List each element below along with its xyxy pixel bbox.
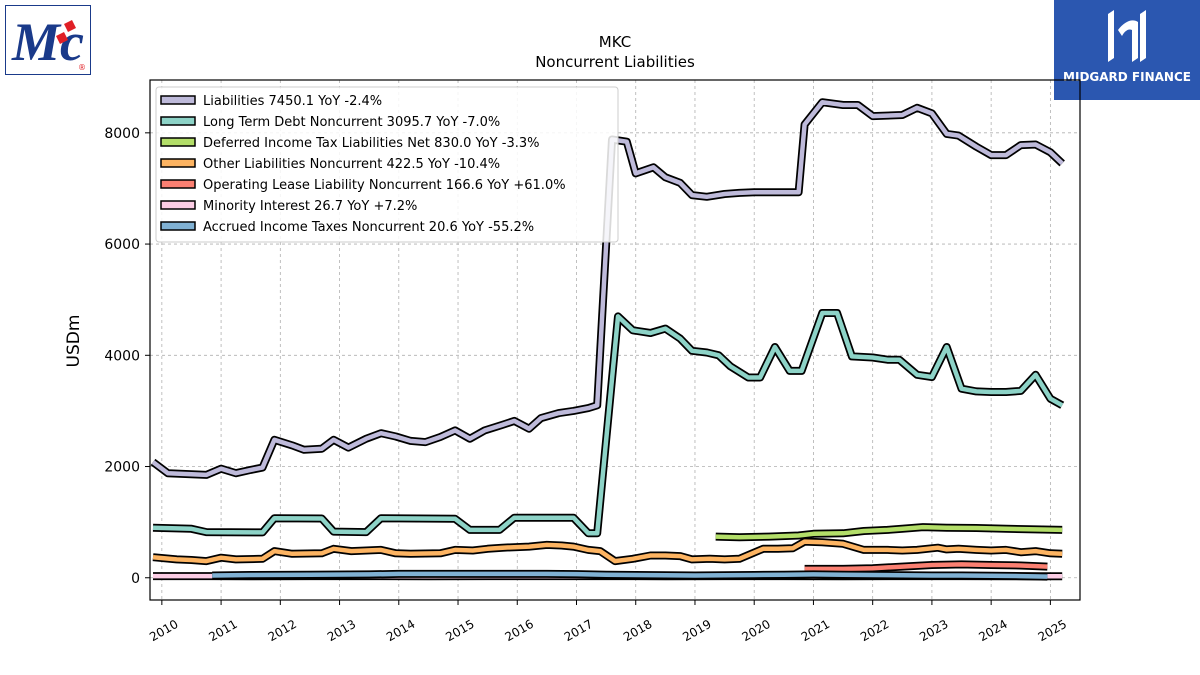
series-lines <box>150 98 1065 581</box>
midgard-emblem-icon <box>1108 10 1146 63</box>
logo-flag-icon <box>56 20 76 44</box>
mccormick-logo-mark: Mc ® <box>11 12 86 72</box>
series-operating-lease-liability-noncurrent <box>804 560 1048 573</box>
series-deferred-income-tax-liabilities-net <box>715 523 1063 542</box>
y-tick-label: 4000 <box>104 348 140 364</box>
chart-subtitle: Noncurrent Liabilities <box>535 53 695 71</box>
x-tick-label: 2014 <box>384 617 417 644</box>
midgard-finance-name: MIDGARD FINANCE <box>1063 70 1191 84</box>
x-tick-label: 2023 <box>917 617 950 644</box>
x-tick-label: 2016 <box>503 617 536 644</box>
x-tick-label: 2012 <box>266 617 299 644</box>
series-liabilities <box>150 98 1065 479</box>
series-line <box>151 99 1064 478</box>
legend-swatch <box>160 158 196 168</box>
x-tick-label: 2015 <box>443 617 476 644</box>
legend-swatch <box>160 95 196 105</box>
chart-title: MKC <box>599 33 631 51</box>
series-line <box>212 571 1048 579</box>
y-tick-label: 0 <box>131 571 140 587</box>
series-accrued-income-taxes-noncurrent <box>212 569 1048 581</box>
x-tick-label: 2010 <box>147 617 180 644</box>
legend-label: Other Liabilities Noncurrent 422.5 YoY -… <box>203 157 500 172</box>
legend-label: Long Term Debt Noncurrent 3095.7 YoY -7.… <box>203 115 500 130</box>
legend-swatch <box>160 137 196 147</box>
legend-box <box>155 86 619 243</box>
x-tick-label: 2025 <box>1036 617 1069 644</box>
legend-swatch <box>160 200 196 210</box>
x-tick-label: 2019 <box>680 617 713 644</box>
mccormick-logo: Mc ® <box>5 5 91 75</box>
y-tick-label: 8000 <box>104 126 140 142</box>
x-tick-label: 2022 <box>858 617 891 644</box>
y-tick-label: 2000 <box>104 460 140 476</box>
series-line <box>715 524 1063 540</box>
logo-registered-mark: ® <box>78 63 86 72</box>
x-tick-label: 2024 <box>976 617 1009 644</box>
legend-label: Liabilities 7450.1 YoY -2.4% <box>203 94 382 109</box>
legend-label: Accrued Income Taxes Noncurrent 20.6 YoY… <box>203 220 534 235</box>
midgard-finance-logo: MIDGARD FINANCE <box>1054 0 1200 100</box>
legend-label: Operating Lease Liability Noncurrent 166… <box>203 178 566 193</box>
legend-swatch <box>160 116 196 126</box>
legend-label: Minority Interest 26.7 YoY +7.2% <box>203 199 417 214</box>
legend: Liabilities 7450.1 YoY -2.4% Long Term De… <box>155 86 619 243</box>
x-tick-label: 2021 <box>799 617 832 644</box>
series-long-term-debt-noncurrent <box>152 309 1065 538</box>
series-other-liabilities-noncurrent <box>152 537 1063 566</box>
x-tick-label: 2018 <box>621 617 654 644</box>
x-tick-label: 2011 <box>206 617 239 644</box>
x-tick-label: 2017 <box>562 617 595 644</box>
x-tick-label: 2020 <box>739 617 772 644</box>
legend-swatch <box>160 221 196 231</box>
series-line <box>152 539 1063 564</box>
series-line <box>804 562 1048 572</box>
series-line <box>152 310 1064 536</box>
y-tick-label: 6000 <box>104 237 140 253</box>
x-tick-label: 2013 <box>325 617 358 644</box>
plot-frame <box>149 79 1081 601</box>
y-axis-label: USDm <box>64 315 84 368</box>
legend-swatch <box>160 179 196 189</box>
legend-label: Deferred Income Tax Liabilities Net 830.… <box>203 136 539 151</box>
